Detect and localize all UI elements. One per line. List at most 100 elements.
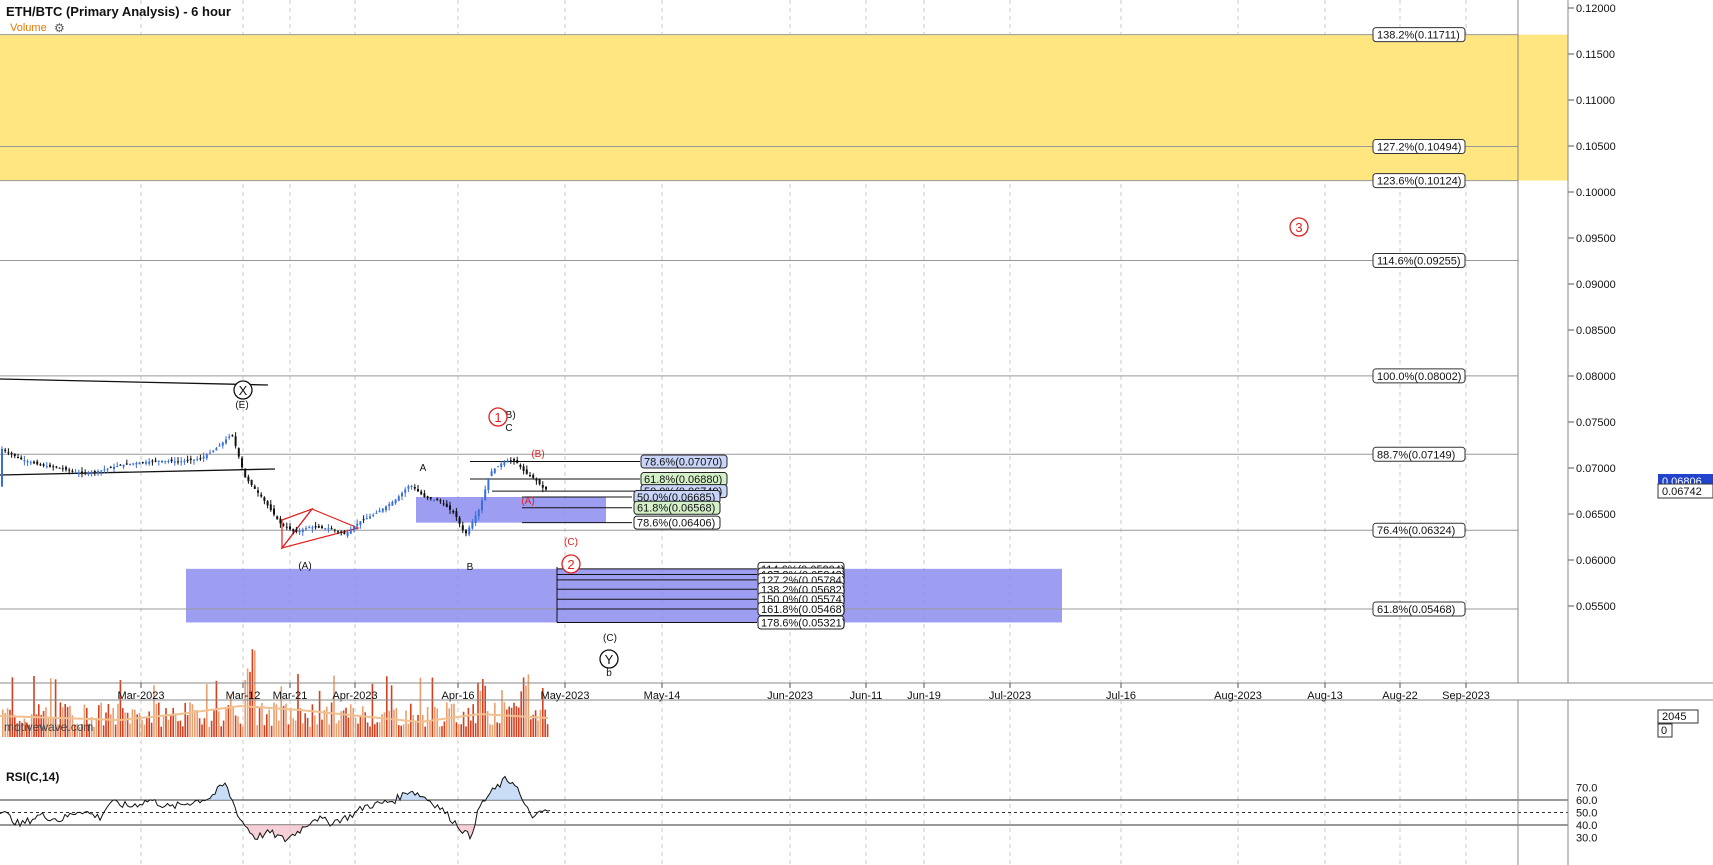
label-layer: 138.2%(0.11711) 127.2%(0.10494) 123.6%(0.1… [233, 27, 1466, 679]
wave-label: (C) [603, 633, 617, 644]
volume-bar [249, 671, 251, 737]
volume-bar [455, 722, 458, 737]
volume-bar [292, 718, 294, 737]
volume-bar [203, 718, 206, 737]
candle-body [461, 525, 464, 531]
volume-bar [460, 724, 462, 737]
wave-label: X [239, 383, 248, 398]
candle-body [103, 469, 106, 471]
rsi-tick-label: 50.0 [1576, 808, 1597, 820]
price-tick-label: 0.09000 [1576, 279, 1616, 291]
candle-body [372, 514, 375, 516]
volume-bar [155, 703, 158, 737]
volume-bar [467, 707, 470, 737]
candle-body [513, 458, 515, 461]
candle-body [157, 460, 160, 462]
candle-body [74, 472, 77, 474]
volume-bar [225, 708, 227, 737]
volume-bar [530, 719, 532, 737]
candle-body [484, 489, 487, 501]
volume-bar [126, 712, 129, 737]
candle-body [17, 457, 19, 459]
volume-bar [59, 702, 62, 737]
rsi-line [0, 775, 551, 843]
candle-body [177, 461, 179, 463]
volume-bar [462, 711, 465, 737]
volume-bar [441, 726, 443, 737]
blue-zone-upper [416, 496, 606, 523]
candle-body [135, 462, 138, 465]
volume-indicator-label[interactable]: Volume [10, 22, 47, 34]
volume-bar [326, 706, 328, 737]
volume-bar [81, 724, 83, 737]
volume-bar [352, 707, 354, 737]
candle-body [481, 500, 483, 511]
candle-body [289, 526, 291, 530]
candle-body [545, 486, 547, 490]
volume-bar [33, 675, 35, 737]
volume-bar [88, 723, 90, 737]
candle-body [151, 460, 154, 462]
volume-bar [237, 716, 239, 737]
wave-circle [599, 649, 619, 669]
fib-label: 114.6%(0.09255) [1377, 256, 1461, 268]
candle-body [298, 530, 301, 533]
candle-body [314, 526, 317, 528]
candle-body [401, 492, 403, 497]
rsi-tick-label: 40.0 [1576, 820, 1597, 832]
candle-body [420, 491, 423, 495]
candle-body [23, 460, 26, 462]
candle-body [273, 508, 275, 515]
wave-label: (B) [531, 449, 544, 460]
volume-bar [429, 720, 431, 737]
candle-body [215, 448, 218, 451]
candle-body [87, 472, 90, 475]
volume-bar [160, 726, 162, 737]
volume-bar [285, 703, 287, 737]
candle-body [77, 473, 80, 475]
gear-icon[interactable]: ⚙ [54, 21, 65, 35]
volume-bar [390, 685, 393, 737]
candle-body [186, 459, 189, 461]
candle-body [397, 496, 400, 501]
rsi-tick-label: 30.0 [1576, 833, 1597, 845]
candle-body [189, 458, 192, 461]
candle-body [55, 466, 58, 468]
time-tick-label: Aug-13 [1307, 690, 1342, 702]
candle-body [42, 464, 45, 466]
price-tick-label: 0.08000 [1576, 371, 1616, 383]
time-tick-label: Sep-2023 [1442, 690, 1490, 702]
volume-bar [304, 713, 306, 737]
volume-bar [359, 714, 362, 737]
time-tick-label: Apr-2023 [332, 690, 377, 702]
candle-body [170, 459, 173, 462]
candle-body [212, 450, 215, 452]
volume-bar [518, 707, 520, 737]
candle-layer [1, 432, 547, 539]
candle-body [333, 529, 336, 531]
volume-bar [218, 711, 220, 737]
candle-body [276, 516, 279, 520]
volume-bar [198, 718, 201, 737]
candle-body [247, 476, 250, 482]
candle-body [97, 471, 99, 474]
volume-bar [244, 680, 246, 737]
volume-bar [95, 718, 98, 737]
volume-bar [263, 725, 266, 737]
candle-body [468, 527, 471, 535]
candle-body [202, 456, 205, 459]
volume-bar [242, 726, 244, 737]
candle-body [519, 464, 522, 468]
volume-bar [386, 676, 388, 737]
candle-body [327, 528, 330, 530]
wave-circle [561, 554, 581, 574]
volume-bar [186, 715, 189, 737]
candle-body [282, 524, 285, 526]
time-tick-label: Aug-22 [1382, 690, 1417, 702]
candle-body [442, 503, 445, 505]
volume-bar [486, 711, 489, 737]
fib-label: 76.4%(0.06324) [1377, 525, 1455, 537]
candle-body [356, 523, 359, 526]
volume-bar [21, 722, 23, 737]
